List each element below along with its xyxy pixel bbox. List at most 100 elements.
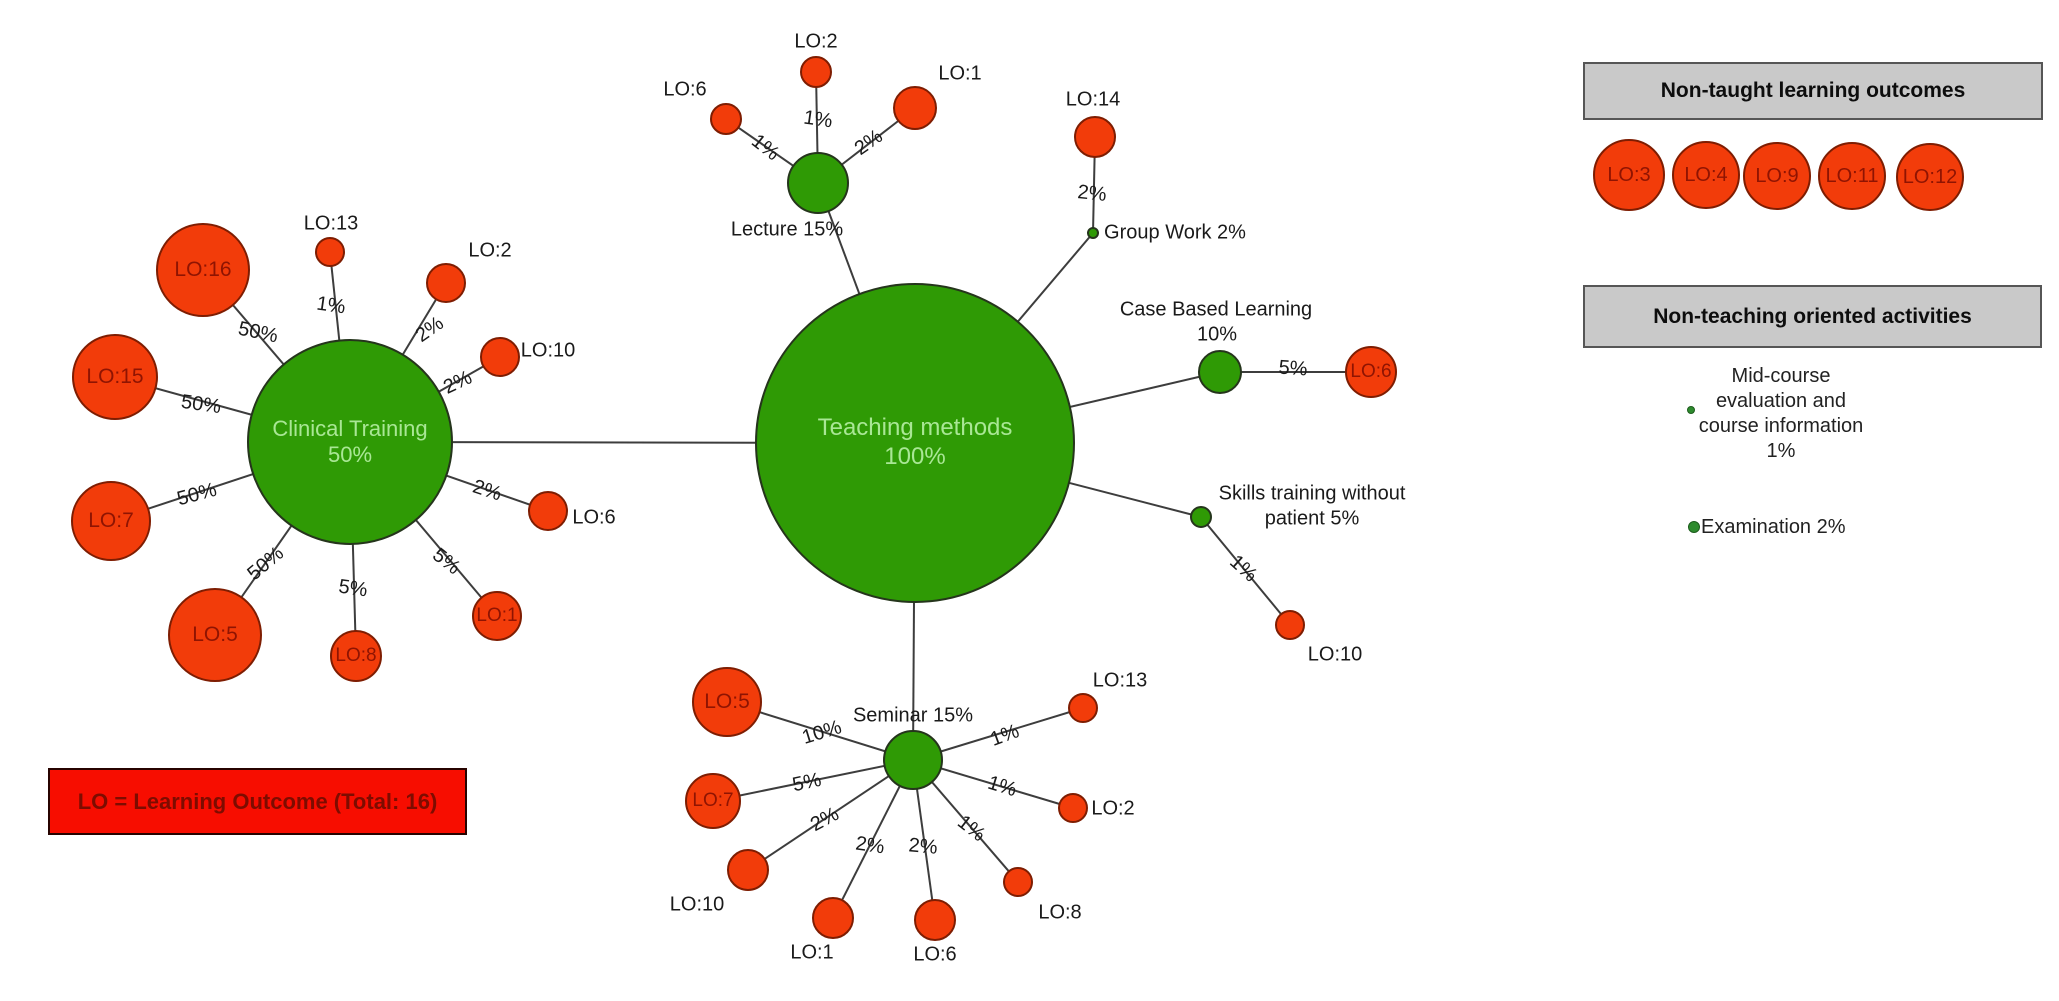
label-sk-lo10: LO:10 [1307, 643, 1363, 666]
node-sem-lo2 [1058, 793, 1088, 823]
node-nt-lo9-label: LO:9 [1755, 165, 1799, 187]
node-gw-lo14 [1074, 116, 1116, 158]
label-cbl-line1: Case Based Learning [1119, 298, 1313, 321]
label-cl-lo13: LO:13 [303, 212, 359, 235]
pct-cl-lo13: 1% [315, 292, 347, 319]
node-nt-lo12: LO:12 [1896, 143, 1964, 211]
node-sem-lo5: LO:5 [692, 667, 762, 737]
label-cl-lo10: LO:10 [520, 339, 576, 362]
node-cbl-lo6: LO:6 [1345, 346, 1397, 398]
label-sem-lo1: LO:1 [790, 941, 834, 964]
lo-definition-text: LO = Learning Outcome (Total: 16) [77, 788, 438, 814]
label-sem-lo6: LO:6 [913, 943, 957, 966]
node-cbl [1198, 350, 1242, 394]
pct-cl-lo8: 5% [337, 575, 369, 602]
midcourse-line-4: 1% [1766, 440, 1796, 462]
node-cl-lo1: LO:1 [472, 591, 522, 641]
node-cl-lo13 [315, 237, 345, 267]
non-taught-panel-header: Non-taught learning outcomes [1583, 62, 2043, 120]
node-nt-lo11-label: LO:11 [1825, 165, 1879, 187]
pct-groupwork: 2% [1076, 181, 1108, 206]
node-nt-lo3: LO:3 [1593, 139, 1665, 211]
pct-sem-lo6: 2% [907, 834, 939, 859]
node-cl-lo7-label: LO:7 [88, 509, 134, 533]
node-cl-lo5: LO:5 [168, 588, 262, 682]
node-cl-lo8: LO:8 [330, 630, 382, 682]
edge-seminar-sem-lo7 [712, 759, 914, 802]
node-teaching: Teaching methods 100% [755, 283, 1075, 603]
label-sem-lo8: LO:8 [1038, 901, 1082, 924]
node-sem-lo10 [727, 849, 769, 891]
node-sem-lo13 [1068, 693, 1098, 723]
node-nt-lo11: LO:11 [1818, 142, 1886, 210]
midcourse-evaluation-entry: Mid-course evaluation and course informa… [1681, 364, 1881, 464]
edge-skills-sk-lo10 [1200, 516, 1291, 626]
node-sem-lo5-label: LO:5 [704, 690, 750, 714]
node-nt-lo12-label: LO:12 [1902, 166, 1958, 188]
node-cl-lo10 [480, 337, 520, 377]
node-cl-lo15: LO:15 [72, 334, 158, 420]
midcourse-line-1: Mid-course [1731, 365, 1831, 387]
node-cbl-lo6-label: LO:6 [1350, 360, 1392, 382]
node-lec-lo2 [800, 56, 832, 88]
edge-seminar-sem-lo10 [747, 759, 914, 871]
label-gw-lo14: LO:14 [1065, 88, 1121, 111]
node-cl-lo1-label: LO:1 [476, 604, 518, 626]
pct-sem-lo1: 2% [854, 832, 886, 859]
node-sem-lo1 [812, 897, 854, 939]
label-cl-lo2: LO:2 [468, 239, 512, 262]
node-teaching-label: Teaching methods [817, 414, 1013, 442]
node-sem-lo7: LO:7 [685, 773, 741, 829]
node-cl-lo15-label: LO:15 [86, 365, 144, 389]
label-groupwork: Group Work 2% [1104, 221, 1246, 244]
midcourse-line-3: course information [1698, 415, 1864, 437]
label-sem-lo2: LO:2 [1091, 797, 1135, 820]
label-lec-lo6: LO:6 [663, 78, 707, 101]
node-lec-lo6 [710, 103, 742, 135]
node-lec-lo1 [893, 86, 937, 130]
label-seminar: Seminar 15% [852, 704, 974, 727]
node-groupwork [1087, 227, 1099, 239]
node-nt-lo4: LO:4 [1672, 141, 1740, 209]
node-sem-lo7-label: LO:7 [692, 789, 734, 811]
label-cbl-line2: 10% [1196, 323, 1238, 346]
node-cl-lo5-label: LO:5 [192, 623, 238, 647]
node-cl-lo8-label: LO:8 [335, 644, 377, 666]
pct-cbl: 5% [1277, 356, 1309, 381]
examination-entry: Examination 2% [1701, 516, 1846, 538]
lo-definition-box: LO = Learning Outcome (Total: 16) [48, 768, 467, 835]
node-cl-lo6 [528, 491, 568, 531]
non-taught-panel-title: Non-taught learning outcomes [1660, 79, 1966, 102]
node-sem-lo6 [914, 899, 956, 941]
pct-lec-lo2: 1% [802, 106, 834, 133]
node-nt-lo3-label: LO:3 [1607, 164, 1651, 186]
label-lec-lo2: LO:2 [794, 30, 838, 53]
label-sem-lo10: LO:10 [669, 893, 725, 916]
midcourse-bullet-dot [1687, 406, 1695, 414]
midcourse-line-2: evaluation and [1715, 390, 1847, 412]
examination-bullet-dot [1688, 521, 1700, 533]
label-sem-lo13: LO:13 [1092, 669, 1148, 692]
node-sem-lo8 [1003, 867, 1033, 897]
node-cl-lo16: LO:16 [156, 223, 250, 317]
non-teaching-panel-header: Non-teaching oriented activities [1583, 285, 2042, 348]
label-cl-lo6: LO:6 [572, 506, 616, 529]
label-lec-lo1: LO:1 [938, 62, 982, 85]
label-lecture: Lecture 15% [730, 218, 844, 241]
node-sk-lo10 [1275, 610, 1305, 640]
node-nt-lo9: LO:9 [1743, 142, 1811, 210]
node-cl-lo2 [426, 263, 466, 303]
node-lecture [787, 152, 849, 214]
node-clinical: Clinical Training 50% [247, 339, 453, 545]
node-nt-lo4-label: LO:4 [1684, 164, 1728, 186]
node-teaching-label: 100% [884, 443, 946, 470]
label-skills-line1: Skills training without [1218, 482, 1406, 505]
node-cl-lo7: LO:7 [71, 481, 151, 561]
node-skills [1190, 506, 1212, 528]
node-cl-lo16-label: LO:16 [174, 258, 232, 282]
node-clinical-label: Clinical Training 50% [272, 415, 428, 467]
node-seminar [883, 730, 943, 790]
label-skills-line2: patient 5% [1264, 507, 1360, 530]
non-teaching-panel-title: Non-teaching oriented activities [1653, 304, 1972, 328]
